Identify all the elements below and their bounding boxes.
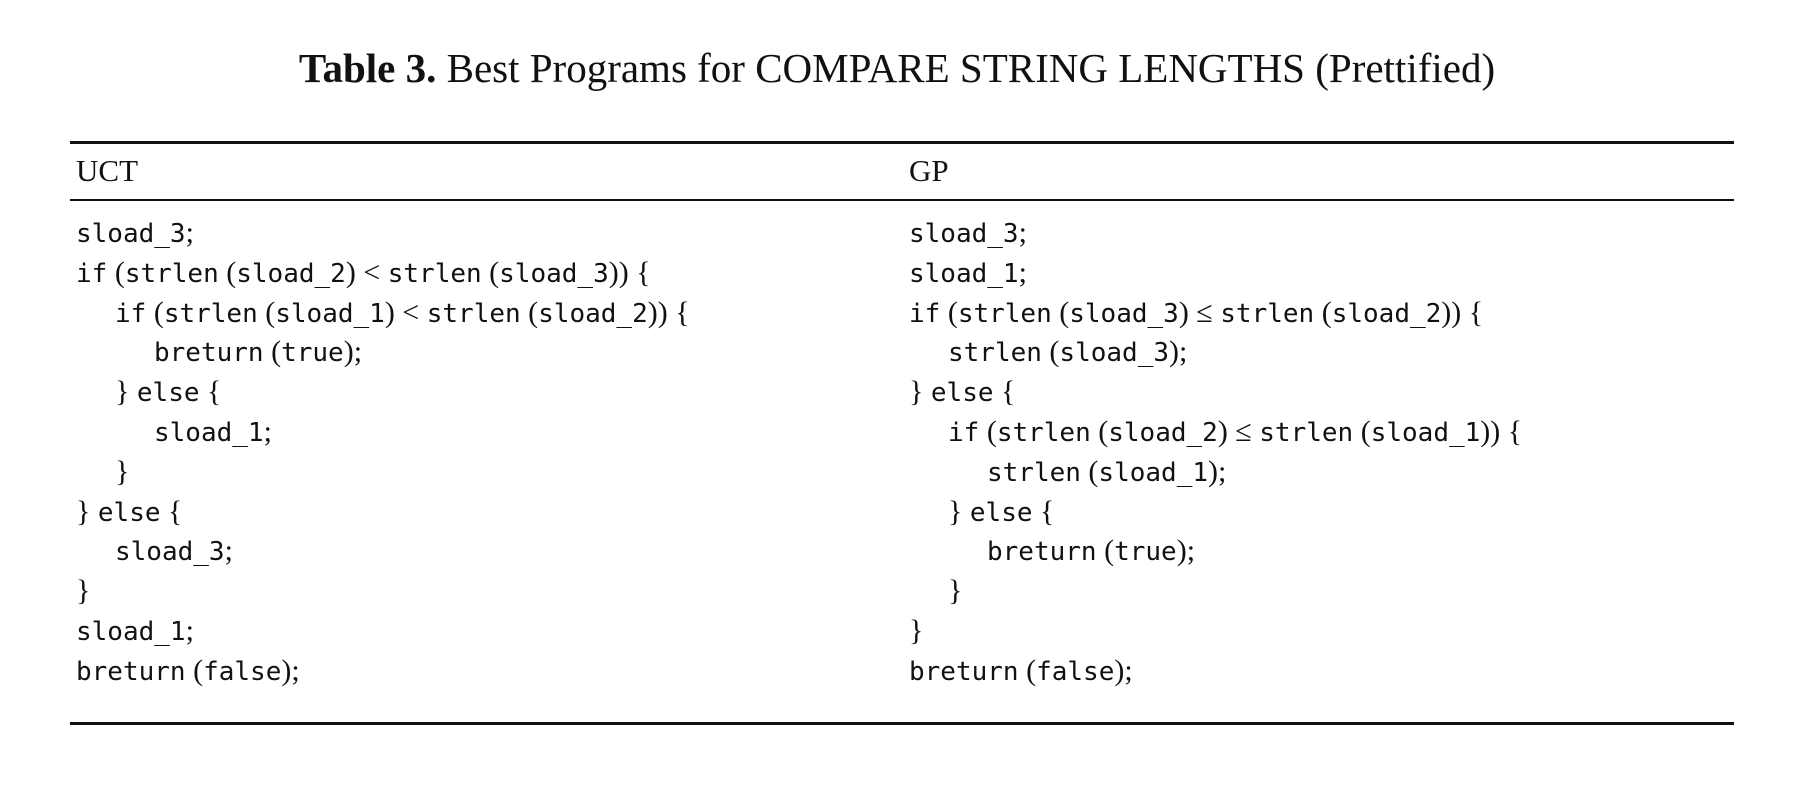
- code-line: strlen (sload_3);: [948, 335, 1188, 369]
- code-line: } else {: [115, 375, 222, 409]
- code-line: }: [115, 454, 130, 488]
- code-line: } else {: [76, 494, 183, 528]
- column-header-gp: GP: [909, 153, 949, 188]
- code-line: sload_3;: [115, 534, 233, 568]
- code-line: strlen (sload_1);: [987, 454, 1227, 488]
- code-line: sload_1;: [154, 414, 272, 448]
- table-top-rule: [70, 141, 1734, 144]
- code-line: } else {: [909, 375, 1016, 409]
- table-header-rule: [70, 199, 1734, 201]
- table-caption: Table 3. Best Programs for COMPARE STRIN…: [0, 44, 1794, 92]
- code-line: if (strlen (sload_2) ≤ strlen (sload_1))…: [948, 414, 1523, 448]
- code-line: sload_3;: [909, 216, 1027, 249]
- column-header-uct: UCT: [76, 153, 138, 188]
- code-line: }: [948, 574, 963, 608]
- uct-program-column: sload_3;if (strlen (sload_2) < strlen (s…: [76, 213, 896, 691]
- code-line: }: [909, 613, 924, 647]
- code-line: if (strlen (sload_2) < strlen (sload_3))…: [76, 255, 651, 289]
- code-line: } else {: [948, 494, 1055, 528]
- table-caption-text: Best Programs for COMPARE STRING LENGTHS…: [446, 45, 1496, 91]
- code-line: if (strlen (sload_3) ≤ strlen (sload_2))…: [909, 295, 1484, 329]
- code-line: sload_1;: [909, 255, 1027, 289]
- code-line: breturn (false);: [76, 653, 300, 687]
- code-line: sload_3;: [76, 216, 194, 249]
- table-bottom-rule: [70, 722, 1734, 725]
- code-line: }: [76, 574, 91, 608]
- code-line: sload_1;: [76, 613, 194, 647]
- code-line: breturn (true);: [154, 335, 363, 369]
- gp-program-column: sload_3; sload_1;if (strlen (sload_3) ≤ s…: [909, 213, 1729, 691]
- code-line: if (strlen (sload_1) < strlen (sload_2))…: [115, 295, 690, 329]
- code-line: breturn (true);: [987, 534, 1196, 568]
- code-line: breturn (false);: [909, 653, 1133, 687]
- table-caption-label: Table 3.: [298, 45, 437, 91]
